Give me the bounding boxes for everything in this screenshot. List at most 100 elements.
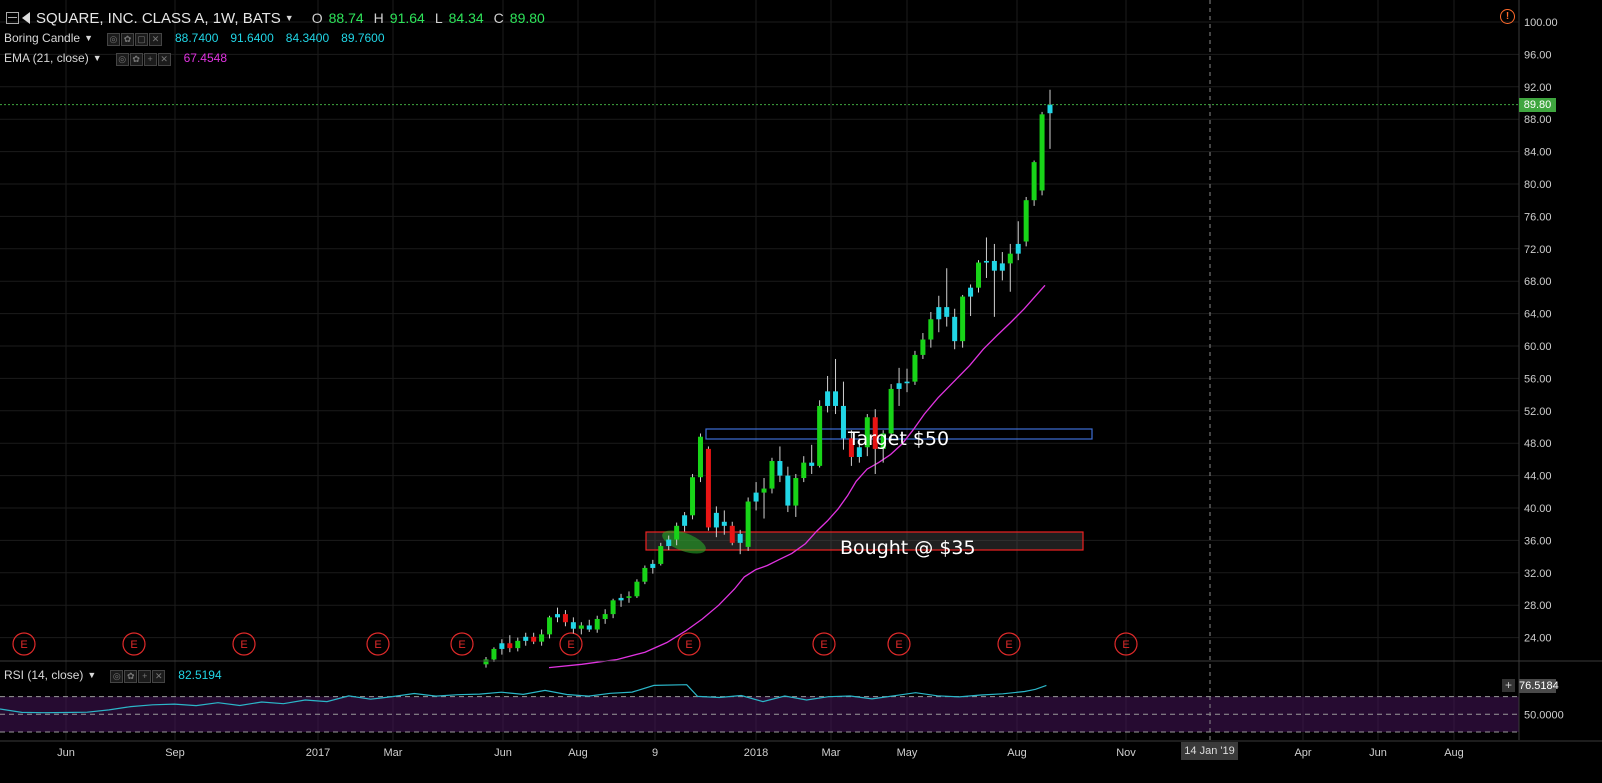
candle-body[interactable]: [705, 448, 711, 528]
rsi-indicator-name[interactable]: RSI (14, close): [4, 668, 84, 682]
candle-body[interactable]: [888, 388, 894, 434]
candle-body[interactable]: [848, 438, 854, 457]
candle-body[interactable]: [817, 405, 823, 466]
candle-body[interactable]: [1015, 243, 1021, 254]
candle-body[interactable]: [833, 391, 839, 406]
add-icon[interactable]: +: [143, 52, 157, 66]
candle-body[interactable]: [650, 563, 656, 568]
candle-body[interactable]: [960, 296, 966, 342]
candle-body[interactable]: [856, 447, 862, 457]
candle-body[interactable]: [944, 307, 950, 317]
symbol-title[interactable]: SQUARE, INC. CLASS A, 1W, BATS: [36, 9, 281, 27]
candle-body[interactable]: [864, 417, 870, 448]
earnings-marker[interactable]: [232, 632, 256, 656]
earnings-marker[interactable]: [366, 632, 390, 656]
candle-body[interactable]: [1031, 162, 1037, 201]
candle-body[interactable]: [547, 617, 553, 635]
candle-body[interactable]: [745, 501, 751, 547]
hide-icon[interactable]: ▢: [134, 32, 148, 46]
entry-highlight[interactable]: [659, 526, 708, 559]
earnings-marker[interactable]: [559, 632, 583, 656]
ema-indicator-name[interactable]: EMA (21, close): [4, 51, 89, 65]
chevron-down-icon[interactable]: ▼: [284, 13, 294, 23]
candle-body[interactable]: [872, 417, 878, 449]
gear-icon[interactable]: ✿: [129, 52, 143, 66]
candle-indicator-name[interactable]: Boring Candle: [4, 31, 81, 45]
candle-body[interactable]: [721, 521, 727, 526]
candle-body[interactable]: [554, 614, 560, 618]
candle-body[interactable]: [880, 433, 886, 449]
earnings-marker[interactable]: [450, 632, 474, 656]
candle-body[interactable]: [928, 319, 934, 340]
candle-body[interactable]: [594, 618, 600, 630]
earnings-marker[interactable]: [997, 632, 1021, 656]
candle-body[interactable]: [809, 462, 815, 466]
candle-body[interactable]: [642, 567, 648, 582]
candle-body[interactable]: [483, 659, 489, 665]
candle-body[interactable]: [968, 287, 974, 297]
candle-body[interactable]: [674, 525, 680, 540]
candle-body[interactable]: [777, 461, 783, 476]
gear-icon[interactable]: ✿: [120, 32, 134, 46]
candle-body[interactable]: [634, 581, 640, 597]
earnings-marker[interactable]: [812, 632, 836, 656]
candle-body[interactable]: [801, 462, 807, 479]
candle-body[interactable]: [912, 354, 918, 382]
candle-body[interactable]: [523, 636, 529, 641]
earnings-marker[interactable]: [887, 632, 911, 656]
candle-body[interactable]: [737, 533, 743, 543]
candle-body[interactable]: [793, 478, 799, 506]
candle-body[interactable]: [904, 381, 910, 384]
chevron-down-icon[interactable]: ▼: [92, 53, 102, 63]
candle-body[interactable]: [999, 263, 1005, 271]
chevron-down-icon[interactable]: ▼: [84, 33, 93, 43]
candle-body[interactable]: [976, 262, 982, 288]
earnings-marker[interactable]: [1114, 632, 1138, 656]
candle-body[interactable]: [570, 622, 576, 629]
candle-body[interactable]: [761, 488, 767, 493]
candle-body[interactable]: [515, 640, 521, 649]
plus-icon[interactable]: +: [1502, 679, 1515, 692]
candle-body[interactable]: [562, 614, 568, 623]
earnings-marker[interactable]: [12, 632, 36, 656]
target-zone[interactable]: [705, 428, 1093, 440]
earnings-marker[interactable]: [122, 632, 146, 656]
add-icon[interactable]: +: [138, 669, 152, 683]
alert-icon[interactable]: !: [1500, 9, 1515, 24]
chevron-down-icon[interactable]: ▼: [87, 670, 97, 680]
candle-body[interactable]: [666, 539, 672, 547]
candle-body[interactable]: [785, 475, 791, 506]
candle-body[interactable]: [658, 546, 664, 564]
close-icon[interactable]: ✕: [152, 669, 166, 683]
candle-body[interactable]: [682, 515, 688, 526]
candle-body[interactable]: [896, 383, 902, 389]
earnings-marker[interactable]: [677, 632, 701, 656]
settings-icon[interactable]: ◎: [115, 52, 129, 66]
candle-body[interactable]: [491, 648, 497, 660]
candle-body[interactable]: [952, 316, 958, 342]
candle-body[interactable]: [1047, 104, 1053, 114]
candle-body[interactable]: [531, 636, 537, 642]
candle-body[interactable]: [1039, 114, 1045, 191]
candle-body[interactable]: [507, 643, 513, 649]
candle-body[interactable]: [840, 405, 846, 439]
candle-body[interactable]: [983, 260, 989, 263]
candle-body[interactable]: [713, 512, 719, 528]
candle-body[interactable]: [610, 600, 616, 615]
close-icon[interactable]: ✕: [148, 32, 162, 46]
candle-body[interactable]: [991, 260, 997, 271]
candle-body[interactable]: [825, 391, 831, 406]
gear-icon[interactable]: ✿: [124, 669, 138, 683]
menu-icon[interactable]: [6, 12, 19, 24]
candle-body[interactable]: [769, 461, 775, 489]
candle-body[interactable]: [1007, 253, 1013, 264]
candle-body[interactable]: [936, 307, 942, 320]
candle-body[interactable]: [499, 643, 505, 649]
candle-body[interactable]: [626, 596, 632, 598]
candle-body[interactable]: [753, 492, 759, 502]
candle-body[interactable]: [690, 477, 696, 516]
candle-body[interactable]: [602, 614, 608, 619]
candle-body[interactable]: [539, 634, 545, 642]
candle-body[interactable]: [729, 525, 735, 543]
